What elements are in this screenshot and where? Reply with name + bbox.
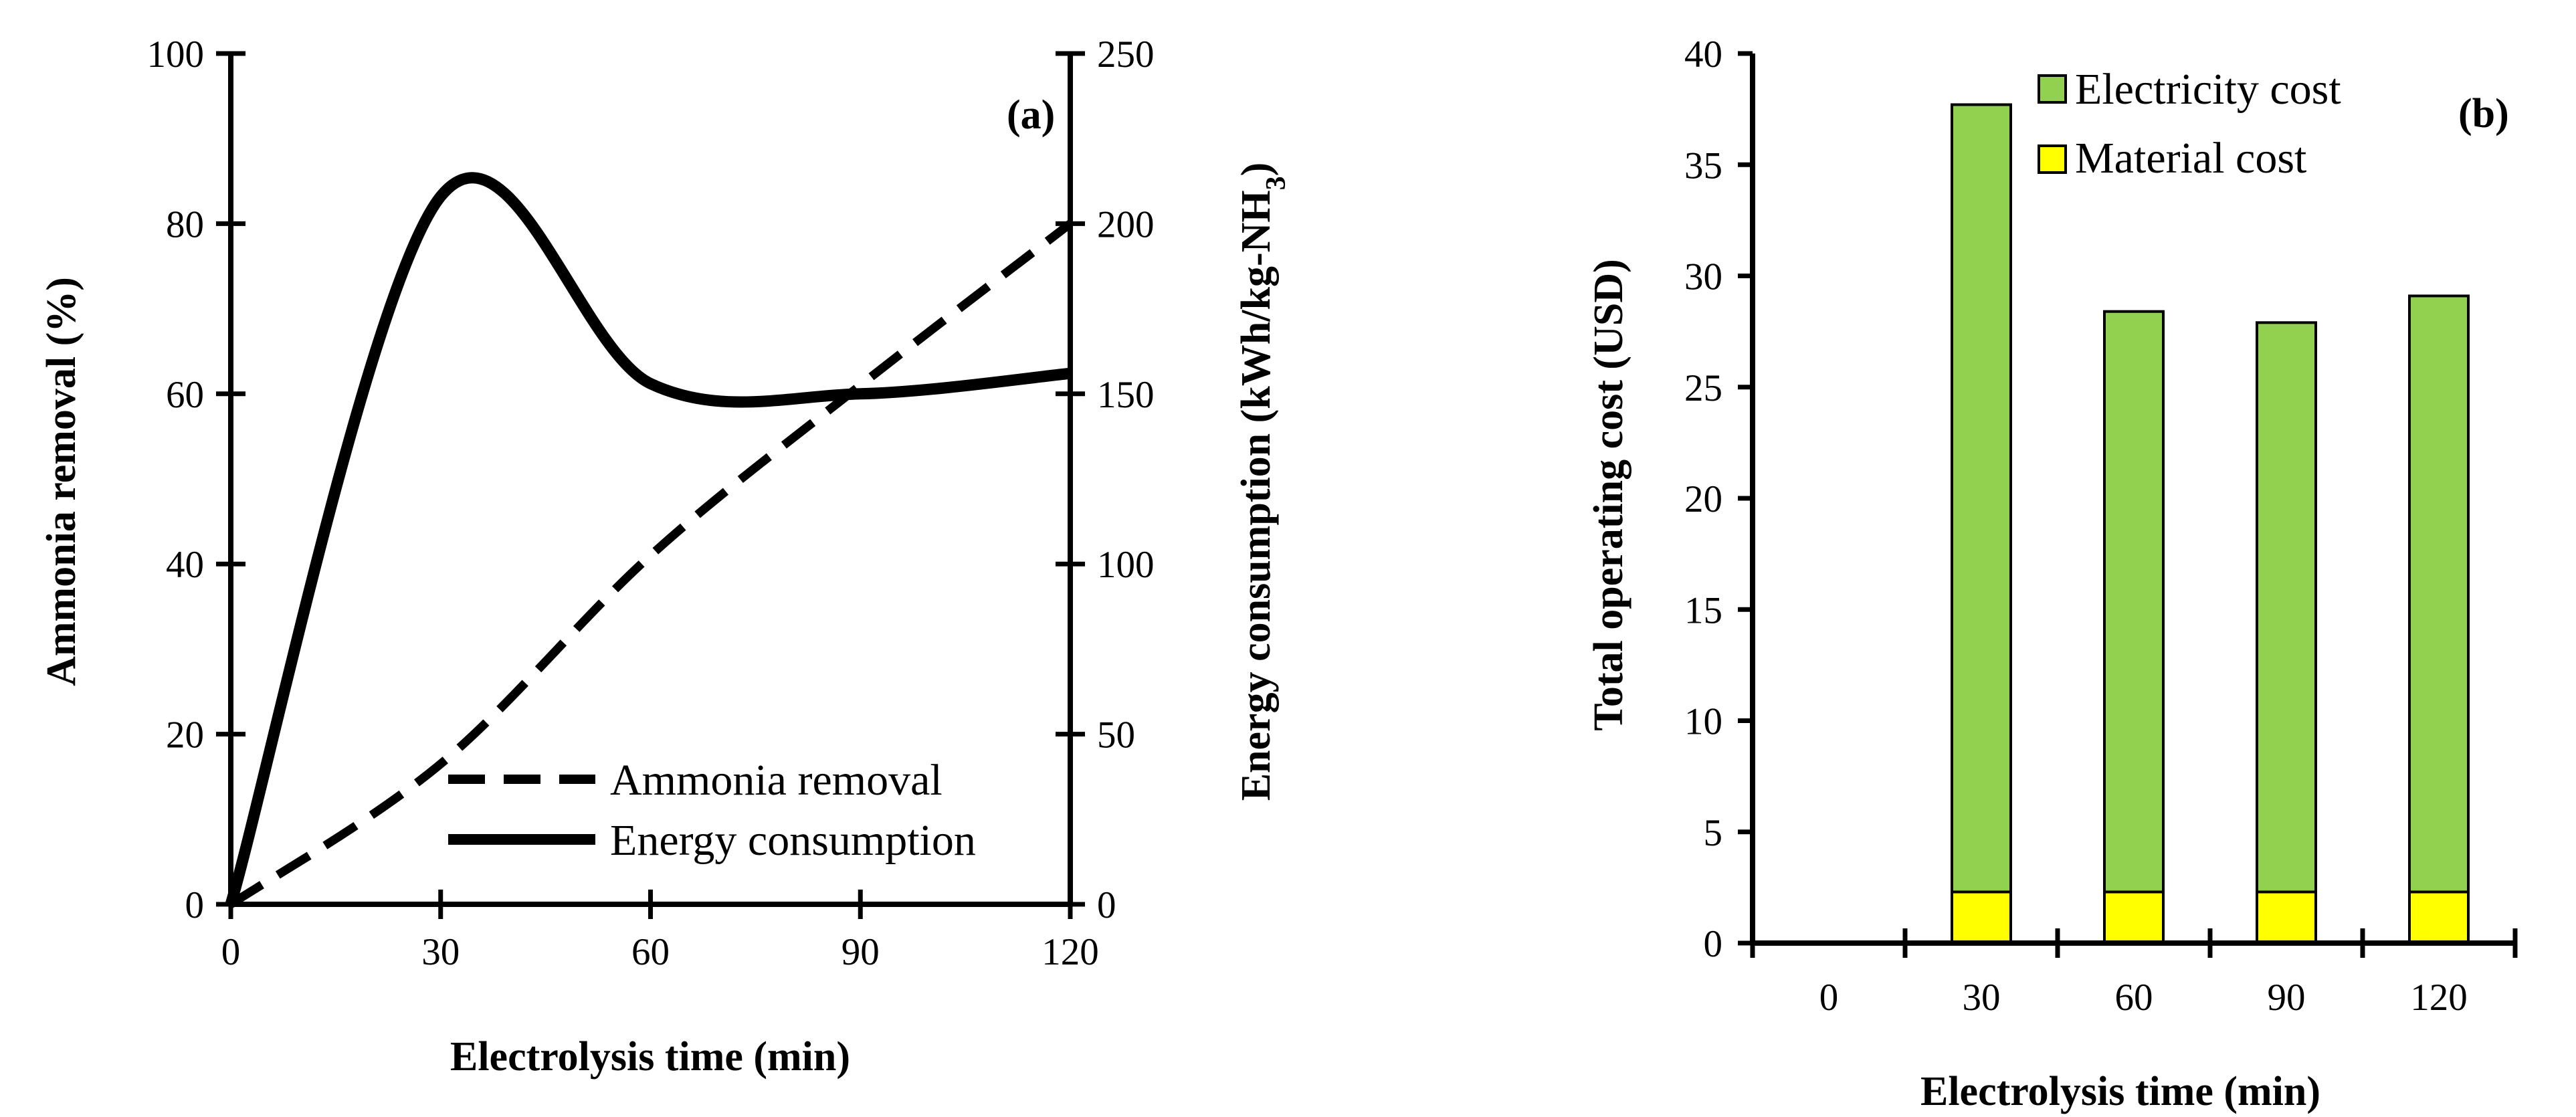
series-line-energy-consumption — [225, 172, 1071, 906]
bar-material-cost-30 — [1951, 890, 2012, 945]
panel-a-y-title: Ammonia removal (%) — [39, 277, 84, 686]
bar-material-cost-120 — [2408, 890, 2470, 945]
panel-a: 0 30 60 90 120 0 20 40 60 80 100 0 50 100 150 200 250 (a… — [39, 33, 1292, 1080]
panel-a-x-title: Electrolysis time (min) — [450, 1034, 850, 1080]
panel-b-category-label: 120 — [2410, 977, 2468, 1019]
panel-a-y2-tick-label: 0 — [1097, 884, 1116, 926]
series-line-ammonia-removal — [228, 220, 1073, 908]
panel-a-y-tick-label: 80 — [166, 203, 204, 245]
panel-b: 0 5 10 15 20 25 30 35 40 0 30 60 90 120 (b) Electrici… — [1586, 33, 2518, 1114]
panel-b-y-tick-label: 10 — [1684, 701, 1722, 743]
panel-b-y-tick-label: 15 — [1684, 589, 1722, 631]
panel-a-y2-tick-label: 100 — [1097, 544, 1155, 586]
panel-a-y-tick-label: 20 — [166, 714, 204, 756]
bar-material-cost-90 — [2256, 890, 2317, 945]
panel-b-category-label: 30 — [1963, 977, 2001, 1019]
panel-b-y-tick-label: 20 — [1684, 478, 1722, 520]
panel-a-series — [225, 172, 1073, 908]
legend-swatch-electricity-cost — [2038, 74, 2067, 104]
panel-a-y2-title: Energy consumption (kWh/kg-NH3) — [1233, 163, 1292, 801]
panel-a-x-tick-label: 0 — [221, 931, 241, 973]
bar-electricity-cost-90 — [2256, 321, 2317, 894]
panel-b-label: (b) — [2458, 91, 2509, 136]
legend-label-material-cost: Material cost — [2075, 134, 2306, 183]
panel-a-y2-tick-label: 200 — [1097, 203, 1155, 245]
legend-label-electricity-cost: Electricity cost — [2075, 65, 2341, 114]
panel-a-x-tick-label: 90 — [841, 931, 880, 973]
panel-b-bars — [1951, 103, 2470, 945]
panel-a-x-tick-label: 30 — [421, 931, 460, 973]
panel-a-y-tick-label: 60 — [166, 374, 204, 416]
panel-b-ticks: 0 5 10 15 20 25 30 35 40 0 30 60 90 120 — [1684, 33, 2518, 1019]
bar-electricity-cost-60 — [2103, 310, 2165, 894]
panel-b-y-tick-label: 40 — [1684, 33, 1722, 76]
panel-a-y2-tick-label: 50 — [1097, 714, 1135, 756]
panel-a-ticks: 0 30 60 90 120 0 20 40 60 80 100 0 50 100 150 200 250 — [147, 33, 1155, 973]
legend-swatch-material-cost — [2038, 144, 2067, 174]
panel-b-y-tick-label: 5 — [1704, 812, 1723, 854]
legend-label-energy-consumption: Energy consumption — [610, 816, 976, 865]
bar-electricity-cost-30 — [1951, 103, 2012, 894]
panel-b-y-tick-label: 30 — [1684, 256, 1722, 298]
legend-label-ammonia-removal: Ammonia removal — [610, 756, 943, 805]
panel-a-y2-tick-label: 150 — [1097, 374, 1155, 416]
bar-electricity-cost-120 — [2408, 294, 2470, 894]
panel-a-legend: Ammonia removal Energy consumption — [448, 756, 976, 865]
panel-a-y2-tick-label: 250 — [1097, 33, 1155, 76]
panel-a-x-tick-label: 120 — [1042, 931, 1099, 973]
panel-b-y-title: Total operating cost (USD) — [1586, 259, 1631, 731]
panel-b-category-label: 60 — [2115, 977, 2153, 1019]
panel-a-y-tick-label: 100 — [147, 33, 205, 76]
panel-a-y-tick-label: 40 — [166, 544, 204, 586]
bar-material-cost-60 — [2103, 890, 2165, 945]
panel-b-y-tick-label: 35 — [1684, 144, 1722, 187]
panel-b-x-title: Electrolysis time (min) — [1920, 1069, 2320, 1114]
panel-b-y-tick-label: 0 — [1704, 923, 1723, 965]
panel-a-label: (a) — [1007, 92, 1055, 138]
panel-a-y-tick-label: 0 — [185, 884, 205, 926]
panel-b-legend: Electricity cost Material cost — [2038, 65, 2341, 183]
panel-a-x-tick-label: 60 — [631, 931, 670, 973]
panel-b-category-label: 90 — [2268, 977, 2306, 1019]
panel-b-y-tick-label: 25 — [1684, 367, 1722, 409]
panel-b-category-label: 0 — [1819, 977, 1839, 1019]
